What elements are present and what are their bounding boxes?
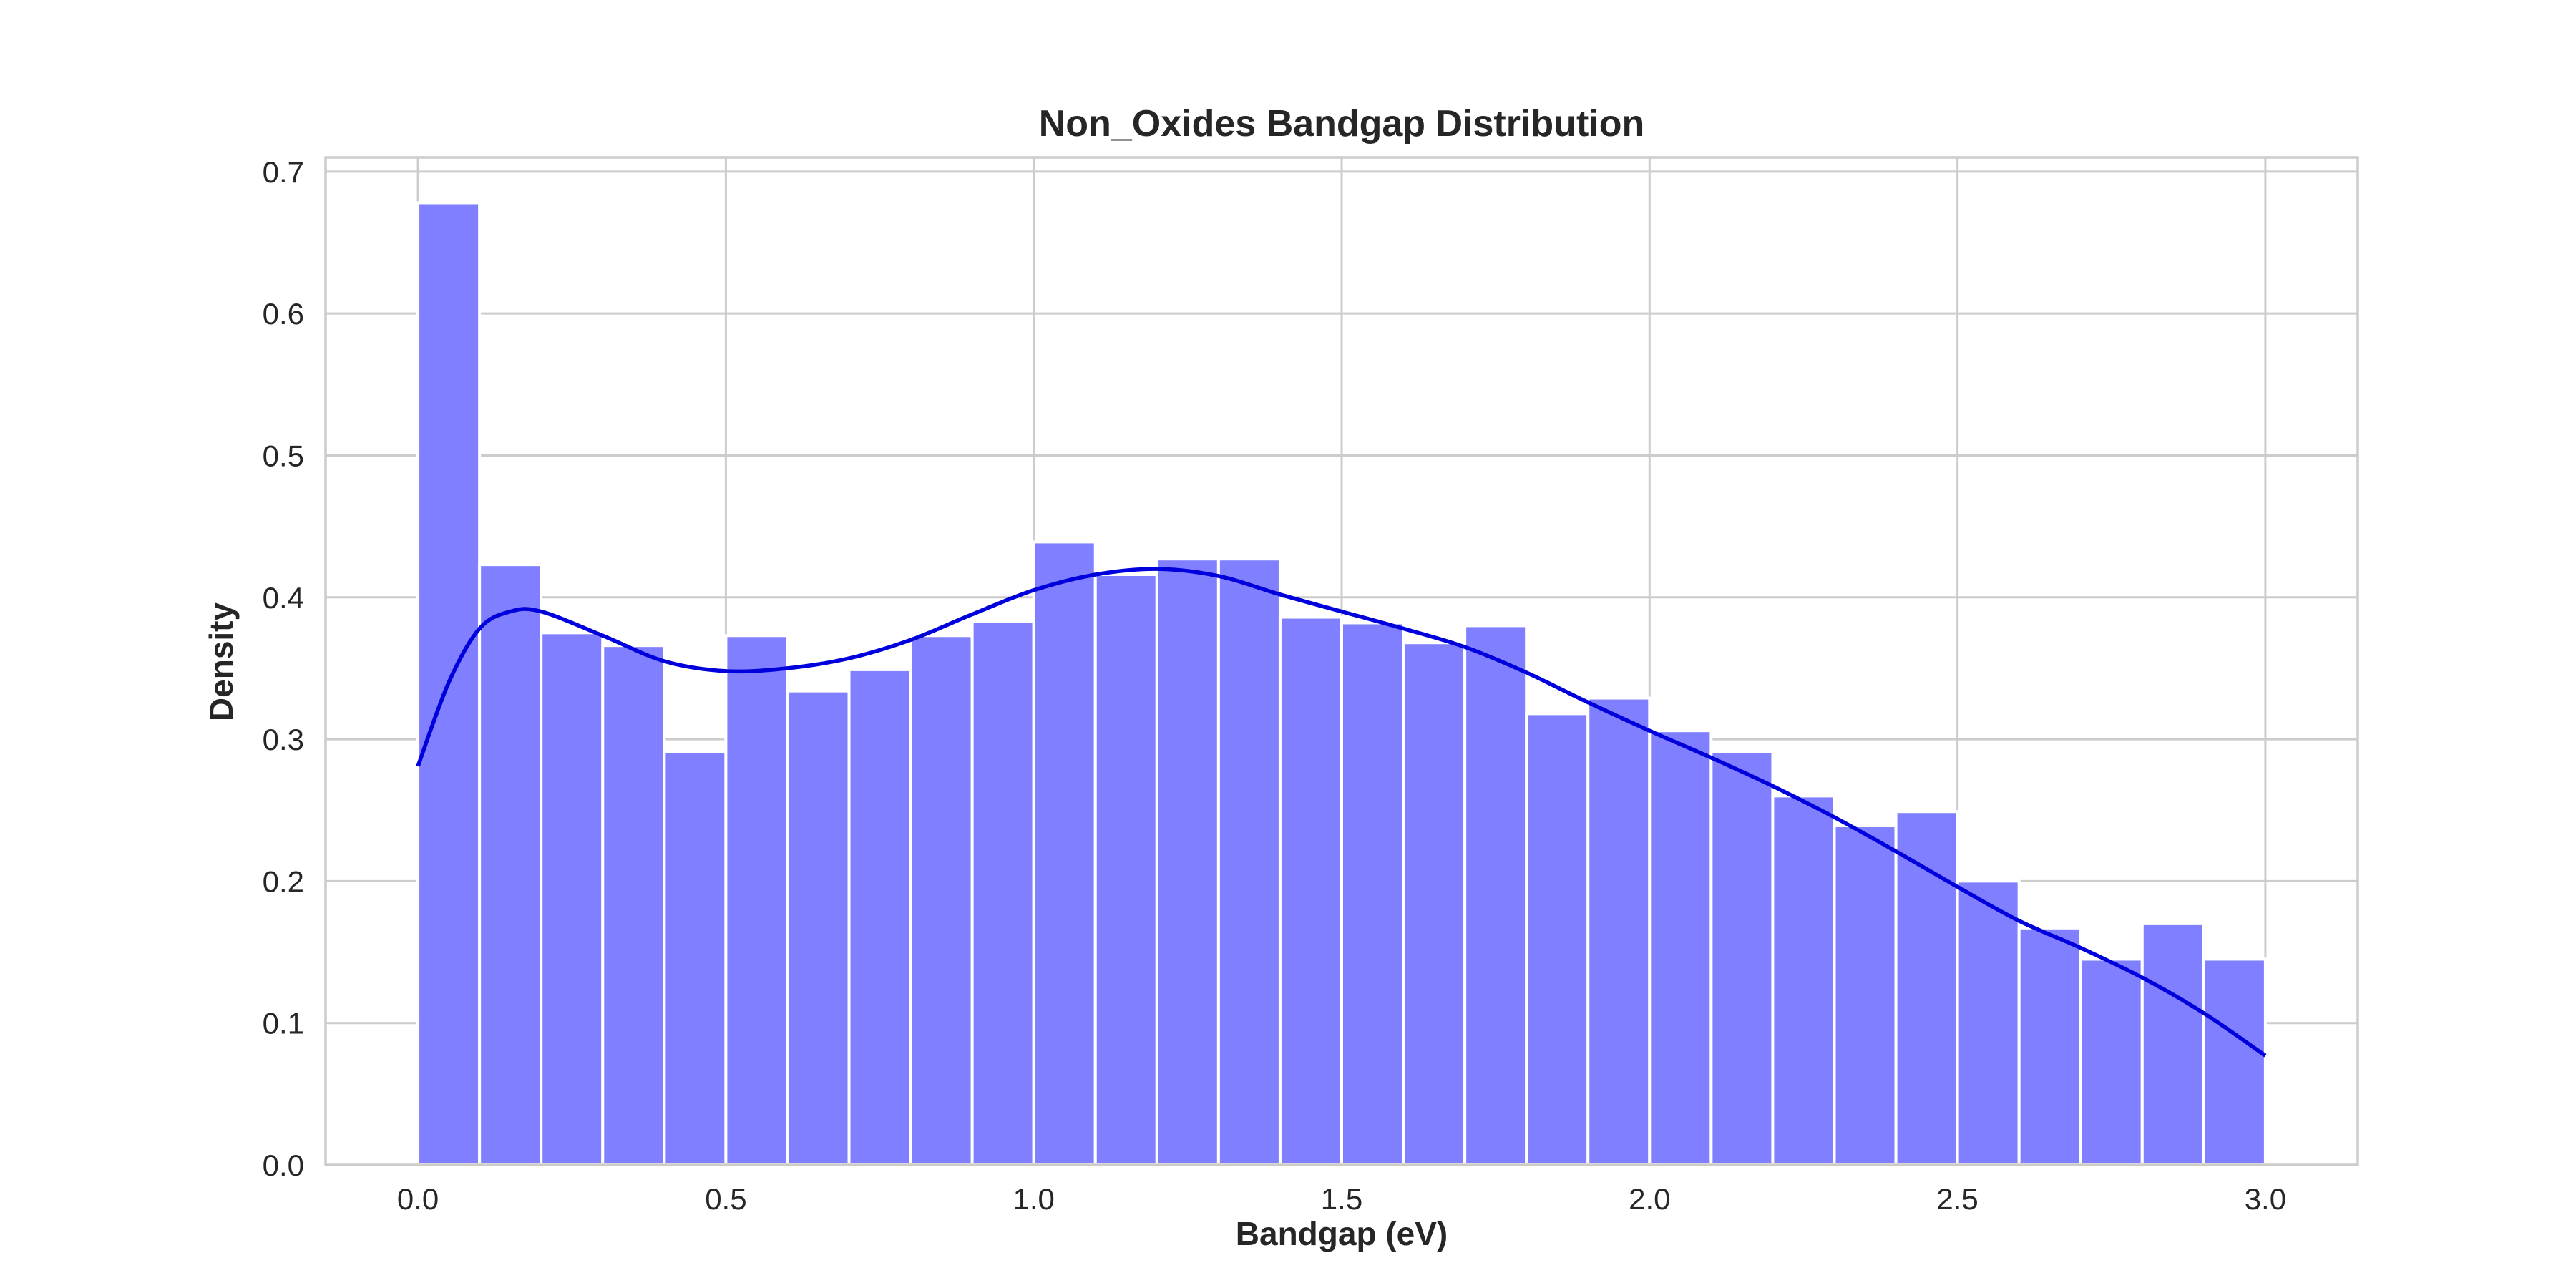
histogram-bar (601, 644, 666, 1166)
histogram-bar (1894, 810, 1959, 1167)
kde-curve (416, 567, 2267, 1058)
histogram-bar (847, 668, 912, 1166)
x-tick-label: 2.0 (1629, 1182, 1670, 1216)
x-tick-label: 3.0 (2245, 1182, 2286, 1216)
histogram-bar (1340, 621, 1405, 1166)
chart-title: Non_Oxides Bandgap Distribution (1039, 103, 1645, 145)
histogram-bar (540, 631, 605, 1166)
histogram-bars (416, 201, 2267, 1167)
histogram-bar (1525, 712, 1590, 1166)
y-tick-label: 0.1 (263, 1007, 304, 1040)
x-tick-label: 1.0 (1013, 1182, 1055, 1216)
histogram-bar (1833, 824, 1898, 1166)
y-tick-label: 0.5 (263, 439, 304, 472)
histogram-bar (2079, 957, 2144, 1166)
histogram-bar (1463, 624, 1528, 1166)
y-tick-label: 0.2 (263, 864, 304, 898)
histogram-bar (1093, 573, 1158, 1166)
histogram-bar (1278, 615, 1344, 1166)
x-tick-label: 2.5 (1936, 1182, 1978, 1216)
x-tick-label: 0.0 (397, 1182, 439, 1216)
histogram-bar (2140, 922, 2205, 1167)
x-tick-label: 1.5 (1321, 1182, 1362, 1216)
histogram-bar (970, 620, 1035, 1166)
histogram-bar (724, 634, 789, 1166)
histogram-bar (1402, 641, 1467, 1166)
histogram-bar (1216, 557, 1282, 1166)
plot-frame (324, 156, 2359, 1166)
histogram-bar (478, 563, 543, 1166)
histogram-bar (909, 634, 974, 1166)
x-axis-label: Bandgap (eV) (1236, 1215, 1448, 1252)
histogram-bar (1032, 540, 1097, 1166)
y-tick-label: 0.6 (263, 297, 304, 331)
histogram-bar (2202, 957, 2267, 1166)
y-tick-label: 0.4 (263, 581, 304, 615)
histogram-bar (2017, 926, 2082, 1166)
y-tick-label: 0.0 (263, 1148, 304, 1182)
y-axis-label: Density (203, 602, 240, 722)
x-axis-ticks: 0.0 0.5 1.0 1.5 2.0 2.5 3.0 (397, 1182, 2286, 1216)
histogram-bar (1771, 794, 1836, 1167)
histogram-bar (786, 689, 851, 1166)
histogram-bar (1155, 557, 1220, 1166)
histogram-bar (1709, 750, 1775, 1166)
histogram-bar (663, 750, 728, 1166)
x-tick-label: 0.5 (705, 1182, 746, 1216)
y-axis-ticks: 0.0 0.1 0.2 0.3 0.4 0.5 0.6 0.7 (263, 155, 304, 1182)
histogram-bar (1648, 729, 1713, 1166)
y-tick-label: 0.3 (263, 723, 304, 756)
y-tick-label: 0.7 (263, 155, 304, 189)
histogram-bar (1956, 879, 2021, 1166)
histogram-bar (1586, 696, 1652, 1166)
